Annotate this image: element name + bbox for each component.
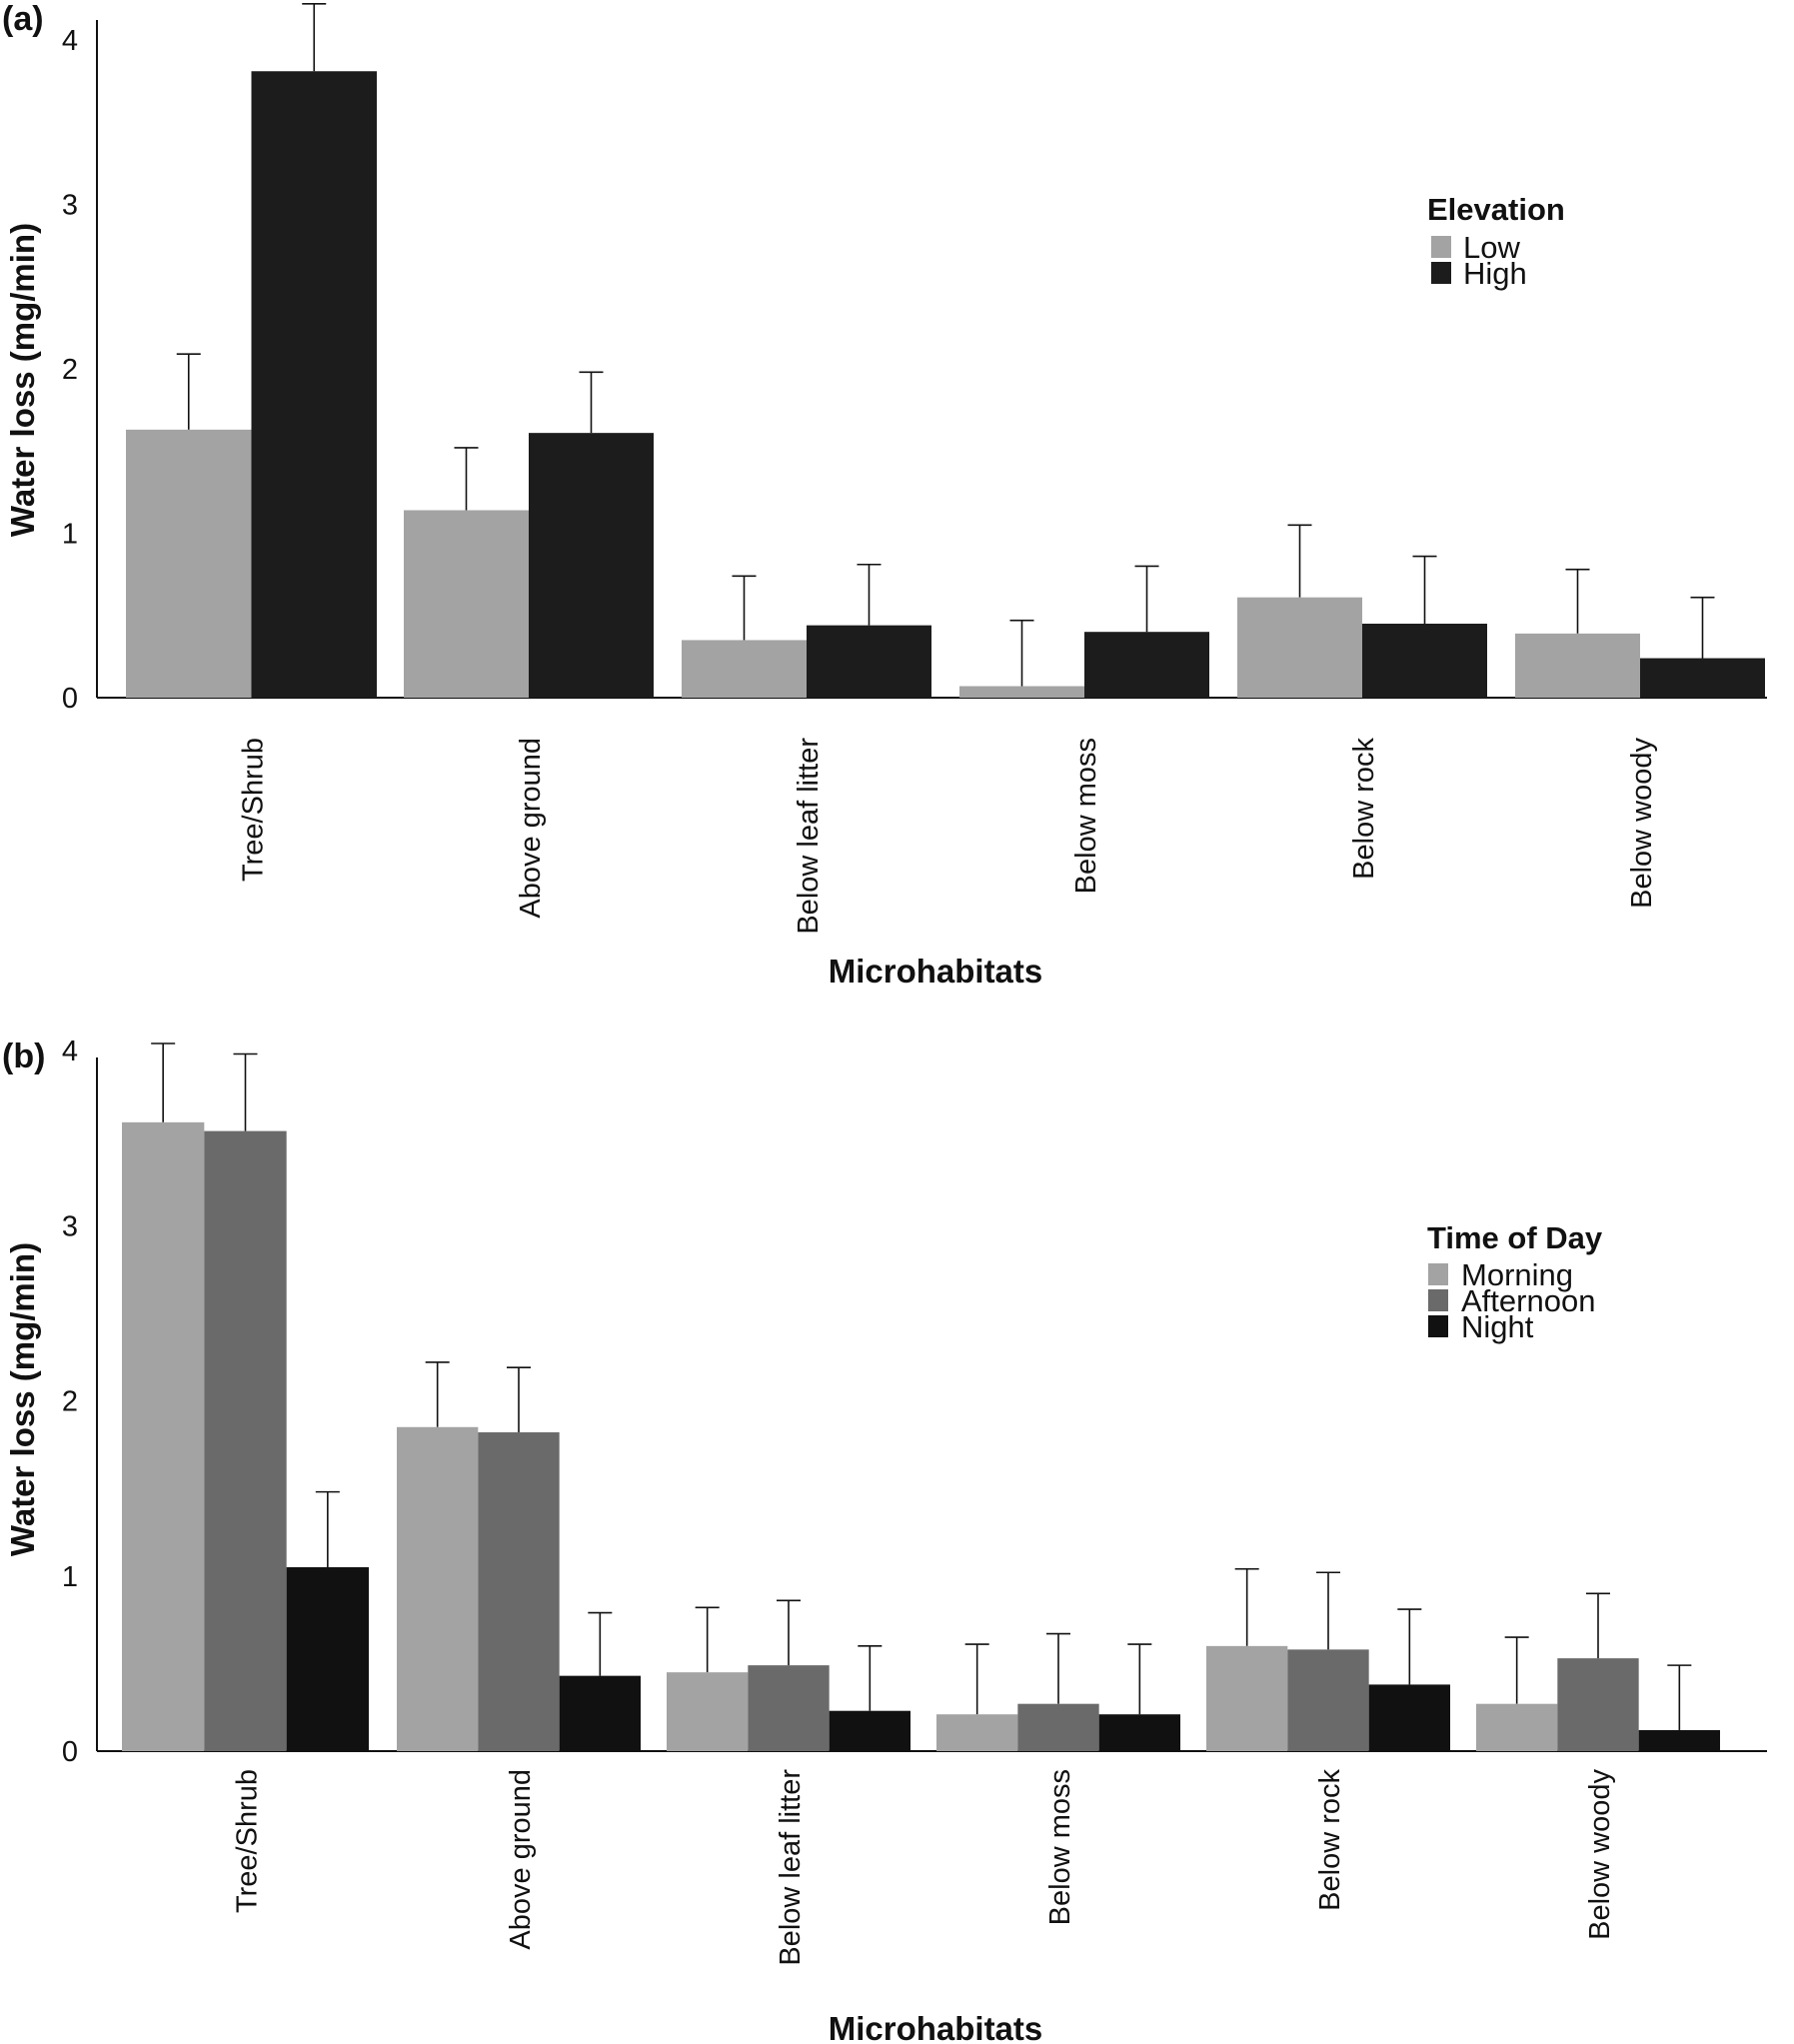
bar xyxy=(1368,1684,1450,1751)
bar xyxy=(126,429,252,698)
x-tick-label: Below leaf litter xyxy=(793,738,825,935)
x-tick-label: Above ground xyxy=(515,738,547,919)
bar xyxy=(122,1121,205,1751)
x-axis-title: Microhabitats xyxy=(829,953,1043,990)
legend-title: Time of Day xyxy=(1427,1220,1603,1255)
legend-label: Morning xyxy=(1461,1257,1573,1292)
legend-swatch xyxy=(1428,1289,1448,1311)
legend-swatch xyxy=(1428,1315,1448,1337)
legend-swatch xyxy=(1428,1263,1448,1285)
bar xyxy=(748,1665,830,1751)
bar xyxy=(1237,597,1362,698)
bar xyxy=(936,1714,1018,1751)
bar xyxy=(1098,1714,1180,1751)
bar xyxy=(204,1130,287,1751)
x-tick-label: Tree/Shrub xyxy=(232,1769,264,1913)
y-tick-label: 4 xyxy=(62,1035,78,1067)
bar xyxy=(1515,633,1640,698)
legend-label: Night xyxy=(1461,1309,1534,1344)
y-tick-label: 0 xyxy=(62,1736,78,1768)
x-tick-label: Below moss xyxy=(1070,738,1102,894)
chart-panel-b: (b) 0 1 2 3 4 Water loss (mg/min) Microhabitats… xyxy=(2,1035,1767,2044)
bar xyxy=(667,1672,749,1751)
bar xyxy=(559,1675,641,1751)
bar xyxy=(1557,1658,1639,1751)
x-tick-label: Below woody xyxy=(1626,738,1658,909)
x-tick-label: Below woody xyxy=(1584,1769,1616,1940)
panel-label: (b) xyxy=(2,1037,45,1075)
bar xyxy=(251,71,377,698)
bar xyxy=(1476,1703,1558,1751)
y-tick-label: 1 xyxy=(62,519,78,551)
bar xyxy=(1017,1703,1099,1751)
y-tick-label: 3 xyxy=(62,190,78,222)
y-axis-title: Water loss (mg/min) xyxy=(4,1242,41,1556)
x-tick-label: Below rock xyxy=(1314,1769,1346,1911)
bar xyxy=(959,686,1084,698)
bar xyxy=(1287,1649,1369,1751)
bar xyxy=(1084,632,1209,698)
bar xyxy=(1638,1729,1720,1751)
bar xyxy=(404,510,529,698)
y-tick-label: 0 xyxy=(62,683,78,715)
y-tick-label: 2 xyxy=(62,354,78,386)
x-tick-label: Tree/Shrub xyxy=(238,738,270,882)
legend-swatch xyxy=(1431,262,1451,284)
bar xyxy=(829,1710,910,1751)
x-tick-label: Below leaf litter xyxy=(775,1769,807,1966)
bar xyxy=(1362,623,1487,698)
y-tick-label: 1 xyxy=(62,1561,78,1593)
chart-panel-a: (a) 0 1 2 3 4 Water loss (mg/min) Microhabitats… xyxy=(2,0,1767,990)
bar xyxy=(286,1566,369,1751)
y-tick-label: 4 xyxy=(62,25,78,57)
legend-label: Low xyxy=(1463,230,1520,265)
bar xyxy=(529,433,654,698)
x-tick-label: Above ground xyxy=(505,1769,537,1950)
legend-label: High xyxy=(1463,256,1527,291)
panel-label: (a) xyxy=(2,0,44,38)
y-axis-title: Water loss (mg/min) xyxy=(4,223,41,537)
legend-label: Afternoon xyxy=(1461,1283,1595,1318)
bar xyxy=(682,640,807,698)
x-axis-title: Microhabitats xyxy=(829,2010,1043,2044)
bar xyxy=(397,1426,479,1751)
x-tick-label: Below rock xyxy=(1348,738,1380,880)
y-tick-label: 2 xyxy=(62,1386,78,1418)
bar xyxy=(1640,658,1765,698)
legend-title: Elevation xyxy=(1427,192,1565,227)
x-tick-label: Below moss xyxy=(1044,1769,1076,1925)
y-tick-label: 3 xyxy=(62,1210,78,1242)
bar xyxy=(807,625,931,698)
bar xyxy=(1206,1645,1288,1751)
legend-swatch xyxy=(1431,236,1451,258)
bar xyxy=(478,1432,560,1751)
